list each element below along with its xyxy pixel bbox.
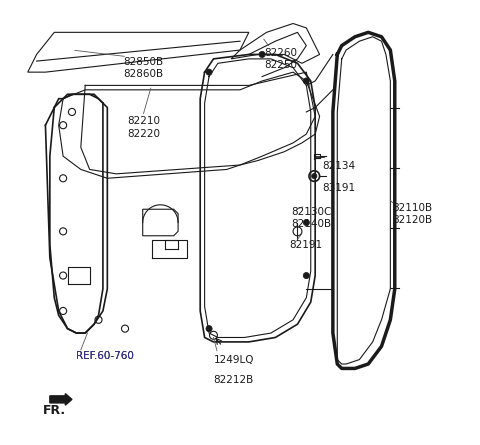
Circle shape bbox=[303, 219, 310, 226]
Circle shape bbox=[259, 51, 265, 57]
Circle shape bbox=[303, 78, 310, 84]
Circle shape bbox=[303, 272, 310, 279]
Text: REF.60-760: REF.60-760 bbox=[76, 351, 134, 361]
Text: FR.: FR. bbox=[43, 404, 66, 417]
Text: 82134: 82134 bbox=[322, 161, 355, 170]
Text: 82210
82220: 82210 82220 bbox=[127, 116, 160, 139]
Text: 1249LQ: 1249LQ bbox=[214, 355, 254, 365]
Text: 82130C
82140B: 82130C 82140B bbox=[291, 207, 331, 230]
Text: 82110B
82120B: 82110B 82120B bbox=[393, 202, 432, 225]
Circle shape bbox=[206, 69, 212, 75]
Text: 83191: 83191 bbox=[322, 183, 355, 193]
Text: REF.60-760: REF.60-760 bbox=[76, 351, 134, 361]
Text: 82850B
82860B: 82850B 82860B bbox=[123, 57, 163, 79]
Circle shape bbox=[312, 174, 317, 179]
Polygon shape bbox=[50, 394, 72, 405]
Text: 82260
82250: 82260 82250 bbox=[264, 48, 297, 70]
Text: 82191: 82191 bbox=[289, 240, 323, 250]
Circle shape bbox=[206, 326, 212, 332]
Text: 82212B: 82212B bbox=[214, 375, 254, 385]
